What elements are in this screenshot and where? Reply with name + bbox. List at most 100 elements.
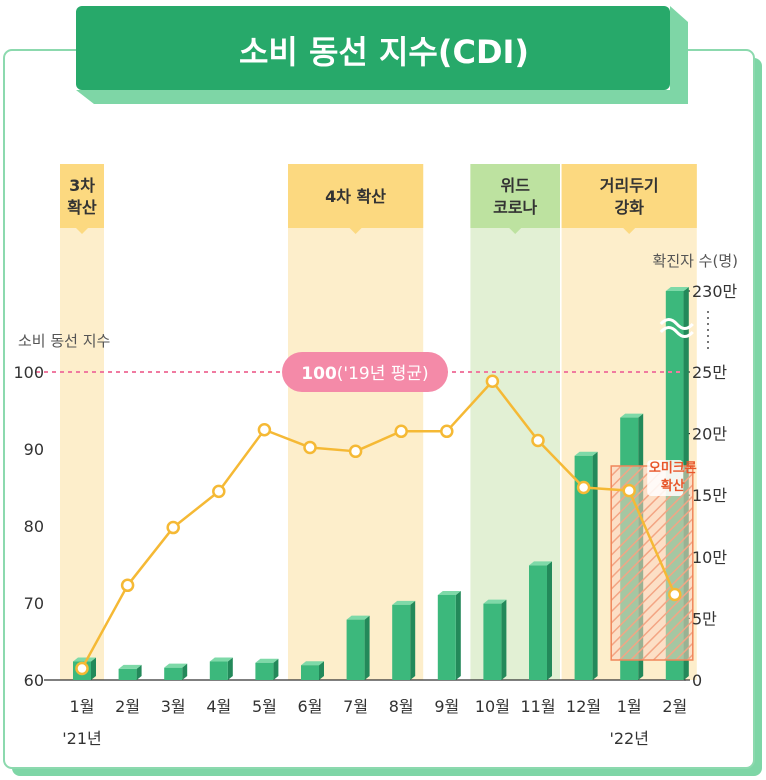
right-tick-label-top: 230만 bbox=[692, 282, 738, 301]
band-label-box-2 bbox=[470, 164, 560, 228]
bar-top bbox=[392, 600, 416, 605]
left-tick-label: 60 bbox=[24, 671, 44, 690]
cdi-point bbox=[485, 374, 500, 388]
confirmed-bar bbox=[392, 604, 411, 680]
x-tick-label: 8월 bbox=[389, 697, 414, 716]
title-banner bbox=[76, 6, 670, 90]
band-pointer-1 bbox=[349, 228, 362, 234]
right-tick-label: 15만 bbox=[692, 486, 727, 505]
band-pointer-3 bbox=[623, 228, 636, 234]
bar-side bbox=[319, 661, 324, 680]
band-pointer-0 bbox=[76, 228, 88, 234]
band-label-2: 코로나 bbox=[493, 198, 537, 217]
cdi-point bbox=[257, 423, 272, 437]
cdi-point bbox=[75, 661, 89, 676]
band-pointer-2 bbox=[509, 228, 522, 234]
bar-top bbox=[620, 413, 644, 418]
confirmed-bar bbox=[301, 665, 319, 680]
year-label: '21년 bbox=[62, 729, 101, 748]
band-0 bbox=[60, 164, 104, 680]
bar-top bbox=[483, 599, 507, 604]
bar-side bbox=[455, 590, 461, 680]
bar-top bbox=[346, 615, 370, 620]
x-tick-label: 12월 bbox=[566, 697, 601, 716]
reference-pill bbox=[282, 352, 448, 392]
cdi-point bbox=[212, 484, 226, 499]
x-tick-label: 1월 bbox=[617, 697, 642, 716]
left-tick-label: 80 bbox=[24, 517, 44, 536]
band-label-0: 3차 bbox=[69, 176, 95, 195]
bar-side bbox=[592, 451, 598, 680]
bar-side bbox=[91, 657, 96, 680]
right-tick-label: 5만 bbox=[692, 609, 717, 628]
confirmed-bar bbox=[437, 594, 456, 680]
band-label-0: 확산 bbox=[67, 198, 97, 217]
right-tick-label: 10만 bbox=[692, 548, 727, 567]
bar-break-mark bbox=[659, 318, 694, 330]
x-tick-label: 1월 bbox=[70, 697, 95, 716]
bar-top bbox=[437, 590, 461, 595]
bar-side bbox=[227, 657, 233, 680]
right-axis-label: 확진자 수(명) bbox=[653, 252, 738, 270]
annotation-label: 오미크론 bbox=[649, 460, 697, 476]
left-tick-label: 70 bbox=[24, 594, 44, 613]
x-tick-label: 11월 bbox=[520, 697, 555, 716]
band-label-box-3 bbox=[561, 164, 697, 228]
bar-side bbox=[136, 664, 142, 680]
confirmed-bar bbox=[118, 668, 137, 680]
band-label-1: 4차 확산 bbox=[325, 187, 386, 206]
x-tick-label: 5월 bbox=[252, 697, 277, 716]
x-tick-label: 7월 bbox=[343, 697, 368, 716]
annotation-layer bbox=[610, 460, 694, 661]
right-tick-label: 0 bbox=[692, 671, 702, 690]
bar-top bbox=[665, 287, 689, 291]
confirmed-bar bbox=[209, 661, 228, 680]
x-tick-label: 3월 bbox=[161, 697, 186, 716]
bar-break-mark bbox=[659, 326, 694, 338]
annotation-label: 확산 bbox=[661, 478, 685, 494]
cdi-point bbox=[120, 578, 135, 593]
cdi-point bbox=[622, 483, 636, 498]
reference-layer bbox=[36, 352, 684, 392]
band-label-box-0 bbox=[60, 164, 104, 228]
confirmed-bar bbox=[483, 603, 502, 680]
cdi-point bbox=[576, 480, 591, 495]
reference-label-value: 100 bbox=[301, 364, 337, 384]
reference-label: 100('19년 평균) bbox=[301, 364, 428, 384]
x-tick-label: 4월 bbox=[206, 697, 231, 716]
cdi-point bbox=[440, 424, 454, 439]
cdi-point bbox=[668, 587, 682, 602]
right-tick-label: 20만 bbox=[692, 425, 727, 444]
cdi-point bbox=[394, 424, 408, 439]
confirmed-bar bbox=[529, 565, 547, 680]
annotation-label-bg bbox=[647, 460, 684, 496]
x-tick-label: 10월 bbox=[475, 697, 510, 716]
band-label-2: 위드 bbox=[500, 176, 530, 195]
cdi-point bbox=[166, 520, 180, 535]
bar-side bbox=[547, 561, 552, 680]
bar-side bbox=[410, 600, 416, 680]
x-tick-label: 6월 bbox=[298, 697, 323, 716]
year-label: '22년 bbox=[609, 729, 648, 748]
band-1 bbox=[288, 164, 424, 680]
cdi-line bbox=[80, 379, 676, 670]
chart-title: 소비 동선 지수(CDI) bbox=[239, 33, 529, 71]
left-tick-label: 90 bbox=[24, 440, 44, 459]
cdi-point bbox=[303, 440, 317, 455]
band-label-box-1 bbox=[288, 164, 424, 228]
cdi-point bbox=[348, 444, 363, 459]
bar-top bbox=[529, 561, 552, 566]
right-tick-label: 25만 bbox=[692, 363, 727, 382]
x-tick-label: 9월 bbox=[434, 697, 459, 716]
bar-top bbox=[209, 657, 233, 662]
reference-label-note: ('19년 평균) bbox=[337, 364, 429, 384]
bar-side bbox=[182, 663, 188, 680]
confirmed-bar bbox=[255, 662, 274, 680]
bar-side bbox=[273, 658, 279, 680]
line-layer bbox=[75, 374, 682, 676]
band-label-3: 강화 bbox=[614, 198, 644, 217]
confirmed-bar bbox=[164, 667, 183, 680]
confirmed-bar bbox=[346, 619, 365, 680]
